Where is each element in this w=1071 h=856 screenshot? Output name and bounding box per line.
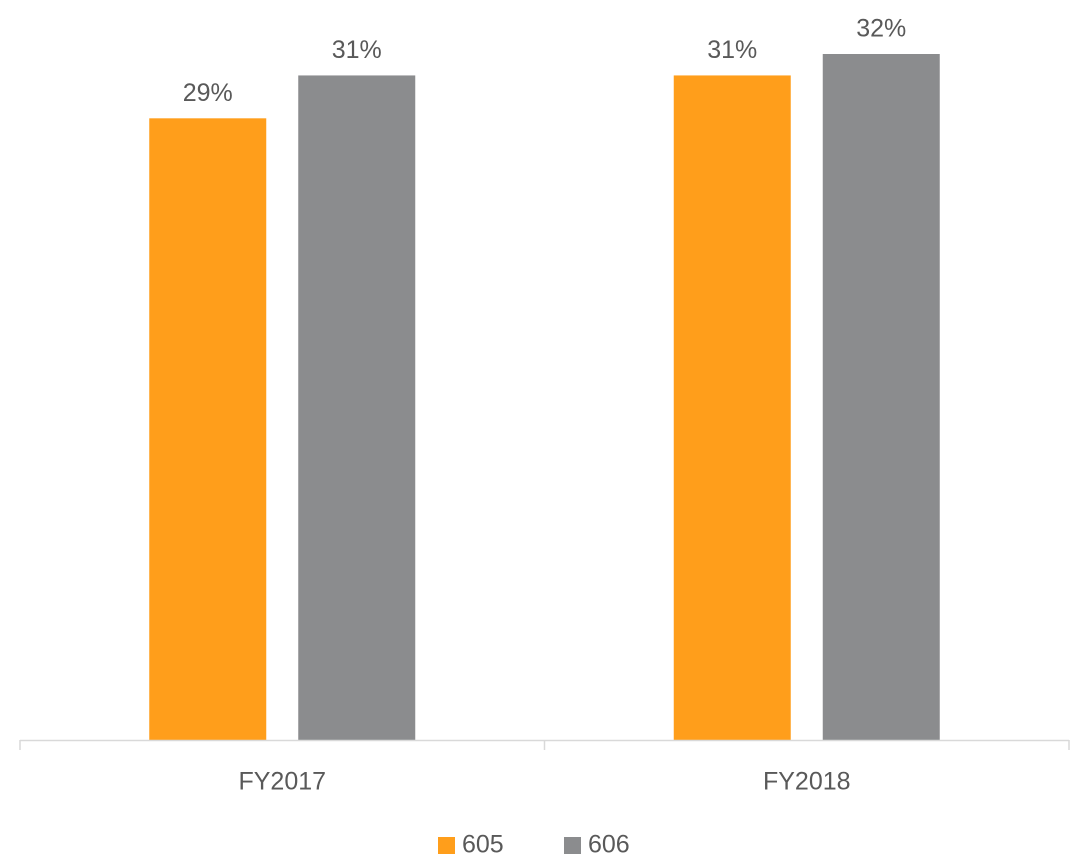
x-tick-label: FY2017	[238, 768, 326, 796]
x-tick-label: FY2018	[763, 768, 851, 796]
data-label: 32%	[856, 15, 906, 43]
bar	[298, 75, 416, 740]
bar	[673, 75, 791, 740]
legend-swatch	[564, 837, 581, 854]
bar	[822, 54, 940, 740]
bar	[149, 118, 267, 740]
legend-label: 606	[588, 831, 630, 856]
data-label: 31%	[332, 36, 382, 64]
data-label: 29%	[183, 79, 233, 107]
data-label: 31%	[707, 36, 757, 64]
legend-label: 605	[462, 831, 504, 856]
legend-swatch	[438, 837, 455, 854]
